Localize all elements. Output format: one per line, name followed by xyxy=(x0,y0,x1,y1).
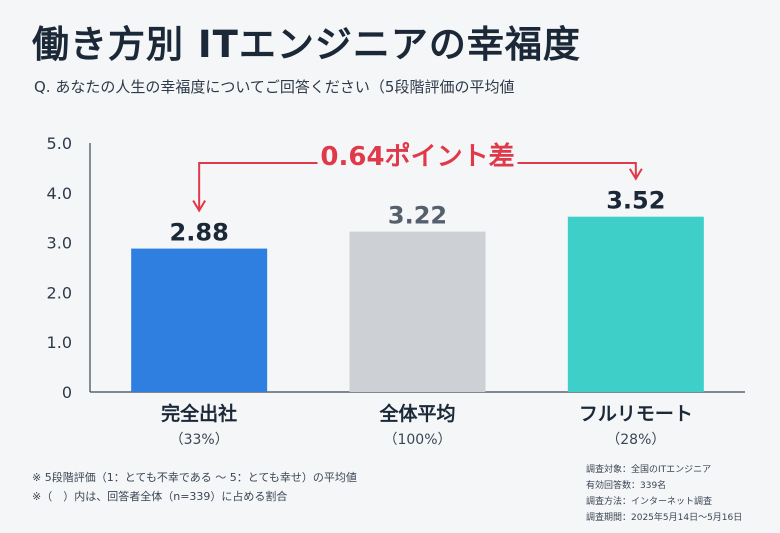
bar-value-label: 3.22 xyxy=(388,202,447,230)
x-category-sublabel: （100%） xyxy=(383,432,451,448)
y-tick-label: 3.0 xyxy=(47,234,72,253)
footnote: ※ 5段階評価（1：とても不幸である 〜 5：とても幸せ）の平均値 xyxy=(32,471,357,484)
arrow-head xyxy=(192,200,207,213)
survey-responses: 有効回答数：339名 xyxy=(586,481,667,491)
bar-chart: 0 1.0 2.0 3.0 4.0 5.0 2.88 完全出社 （33%） 3.22 全体平均 （10… xyxy=(47,134,745,448)
bar xyxy=(349,231,486,392)
footnotes: ※ 5段階評価（1：とても不幸である 〜 5：とても幸せ）の平均値 ※（ ）内は… xyxy=(32,468,357,506)
survey-method: 調査方法：インターネット調査 xyxy=(586,497,713,507)
page-title: 働き方別 ITエンジニアの幸福度 xyxy=(32,23,581,66)
survey-period: 調査期間：2025年5月14日〜5月16日 xyxy=(586,513,743,523)
x-category-label: フルリモート xyxy=(579,403,693,425)
bar-value-label: 3.52 xyxy=(606,187,665,215)
annotation-label-background xyxy=(317,135,518,175)
arrow-head xyxy=(628,168,643,181)
bar xyxy=(131,248,268,392)
x-category-sublabel: （28%） xyxy=(606,432,665,448)
x-category-sublabel: （33%） xyxy=(170,432,229,448)
x-category-label: 全体平均 xyxy=(378,402,455,425)
question-subtitle: Q. あなたの人生の幸福度についてご回答ください（5段階評価の平均値 xyxy=(34,78,515,96)
y-tick-label: 2.0 xyxy=(47,283,72,302)
footnote: ※（ ）内は、回答者全体（n=339）に占める割合 xyxy=(32,490,288,503)
bar xyxy=(567,216,704,392)
y-tick-label: 5.0 xyxy=(47,134,72,153)
bar-value-label: 2.88 xyxy=(170,219,229,247)
y-tick-label: 0 xyxy=(62,383,72,402)
survey-info: 調査対象：全国のITエンジニア 有効回答数：339名 調査方法：インターネット調… xyxy=(586,462,742,526)
difference-annotation: 0.64ポイント差 xyxy=(320,141,514,172)
y-tick-label: 4.0 xyxy=(47,184,72,203)
survey-target: 調査対象：全国のITエンジニア xyxy=(586,465,712,475)
x-category-label: 完全出社 xyxy=(161,402,237,425)
y-tick-label: 1.0 xyxy=(47,333,72,352)
